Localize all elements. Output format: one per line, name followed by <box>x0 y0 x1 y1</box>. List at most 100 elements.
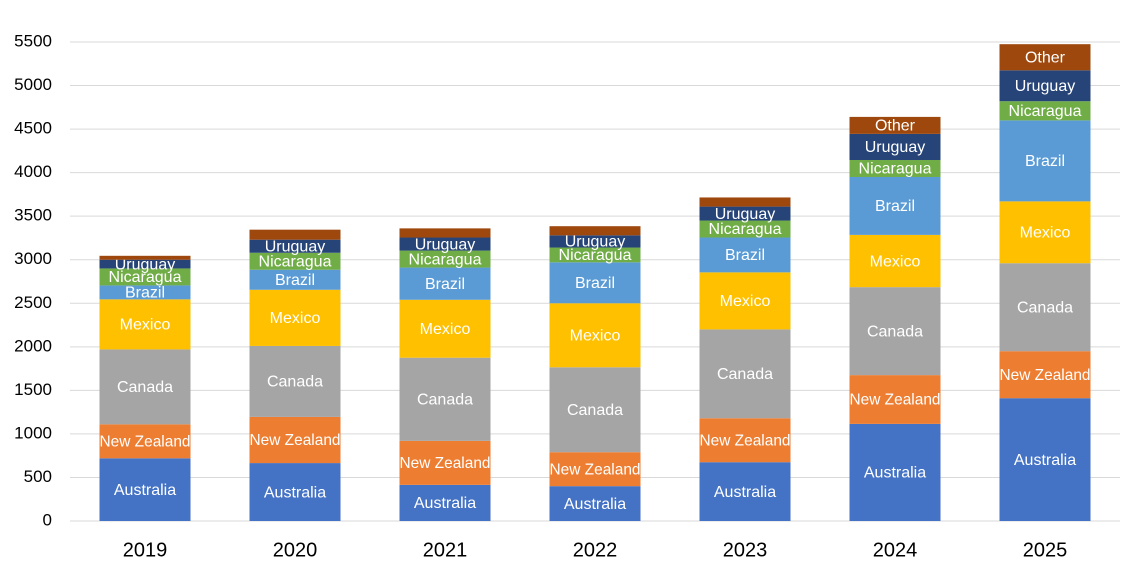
segment-label: Canada <box>567 402 623 419</box>
y-tick-label: 5500 <box>14 31 52 50</box>
x-tick-label: 2020 <box>273 539 318 561</box>
bar-segment <box>99 259 191 269</box>
y-tick-label: 0 <box>43 510 52 529</box>
bar-segment <box>999 101 1091 121</box>
bar-segment <box>249 289 341 346</box>
segment-label: Brazil <box>875 198 915 215</box>
segment-label: New Zealand <box>400 455 491 472</box>
bar-segment <box>699 206 791 221</box>
segment-label: Canada <box>1017 299 1073 316</box>
segment-label: Nicaragua <box>859 161 932 178</box>
bar-segment <box>699 329 791 419</box>
bar-segment <box>849 176 941 235</box>
segment-label: Canada <box>867 323 923 340</box>
segment-label: Nicaragua <box>1009 103 1082 120</box>
segment-label: Australia <box>864 465 926 482</box>
segment-label: Uruguay <box>565 234 625 251</box>
y-tick-label: 4500 <box>14 119 52 138</box>
segment-label: Mexico <box>720 293 771 310</box>
bar-segment <box>549 486 641 521</box>
bar-segment <box>549 235 641 248</box>
bar-segment <box>249 239 341 253</box>
bar-segment <box>999 120 1091 202</box>
bar-segment <box>249 416 341 464</box>
bar-segment <box>999 263 1091 352</box>
bar-segment <box>699 272 791 330</box>
bar-segment <box>699 418 791 463</box>
y-tick-label: 4000 <box>14 162 52 181</box>
segment-label: Brazil <box>425 276 465 293</box>
bar-segment <box>999 201 1091 264</box>
y-tick-label: 3500 <box>14 206 52 225</box>
bar-segment <box>549 452 641 487</box>
y-tick-label: 5000 <box>14 75 52 94</box>
segment-label: Other <box>1025 49 1066 66</box>
bar-segment <box>849 116 941 134</box>
bar-segment <box>699 237 791 273</box>
bar-segment <box>849 423 941 521</box>
segment-label: Australia <box>264 484 326 501</box>
bar-segment <box>549 247 641 263</box>
y-tick-label: 1500 <box>14 380 52 399</box>
y-tick-label: 2500 <box>14 293 52 312</box>
bar-segment <box>99 458 191 521</box>
segment-label: Australia <box>714 484 776 501</box>
segment-label: Nicaragua <box>709 221 782 238</box>
segment-label: Canada <box>417 392 473 409</box>
segment-label: Uruguay <box>115 256 175 273</box>
bar-segment <box>399 440 491 485</box>
bar-segment <box>399 357 491 441</box>
segment-label: Uruguay <box>715 206 775 223</box>
x-tick-label: 2022 <box>573 539 618 561</box>
bar-segment <box>999 44 1091 71</box>
segment-label: Australia <box>414 495 476 512</box>
segment-label: Uruguay <box>265 238 325 255</box>
bar-segment <box>399 484 491 521</box>
bar-segment <box>849 234 941 288</box>
segment-label: Canada <box>267 374 323 391</box>
x-tick-label: 2019 <box>123 539 168 561</box>
segment-label: New Zealand <box>850 392 941 409</box>
bar-segment <box>99 424 191 459</box>
bar-segment <box>399 299 491 358</box>
segment-label: Uruguay <box>415 236 475 253</box>
x-tick-label: 2023 <box>723 539 768 561</box>
bar-segment <box>399 228 491 238</box>
segment-label: Brazil <box>275 272 315 289</box>
bar-segment <box>399 250 491 268</box>
bar-segment <box>249 463 341 521</box>
bar-segment <box>399 237 491 251</box>
bar-segment <box>999 70 1091 102</box>
bar-segment <box>849 133 941 161</box>
segment-label: Uruguay <box>865 139 925 156</box>
segment-label: Other <box>875 118 916 135</box>
bar-segment <box>699 462 791 521</box>
bar-segment <box>249 252 341 270</box>
segment-label: Mexico <box>270 310 321 327</box>
bar-segment <box>399 267 491 300</box>
bar-segment <box>99 268 191 286</box>
segment-label: Mexico <box>870 253 921 270</box>
bar-segment <box>249 345 341 417</box>
bar-segment <box>699 197 791 207</box>
segment-label: Nicaragua <box>409 251 482 268</box>
segment-label: Brazil <box>1025 153 1065 170</box>
segment-label: Canada <box>117 379 173 396</box>
segment-label: Australia <box>1014 452 1076 469</box>
bar-segment <box>549 303 641 368</box>
bar-segment <box>99 285 191 300</box>
segment-label: New Zealand <box>700 432 791 449</box>
y-tick-label: 500 <box>24 467 52 486</box>
segment-label: Brazil <box>725 247 765 264</box>
segment-label: Australia <box>114 482 176 499</box>
bar-segment <box>849 287 941 376</box>
bar-segment <box>999 351 1091 399</box>
segment-label: Mexico <box>120 317 171 334</box>
bar-segment <box>99 349 191 425</box>
segment-label: Mexico <box>420 321 471 338</box>
bar-segment <box>849 375 941 424</box>
segment-label: Nicaragua <box>559 247 632 264</box>
segment-label: Uruguay <box>1015 78 1075 95</box>
